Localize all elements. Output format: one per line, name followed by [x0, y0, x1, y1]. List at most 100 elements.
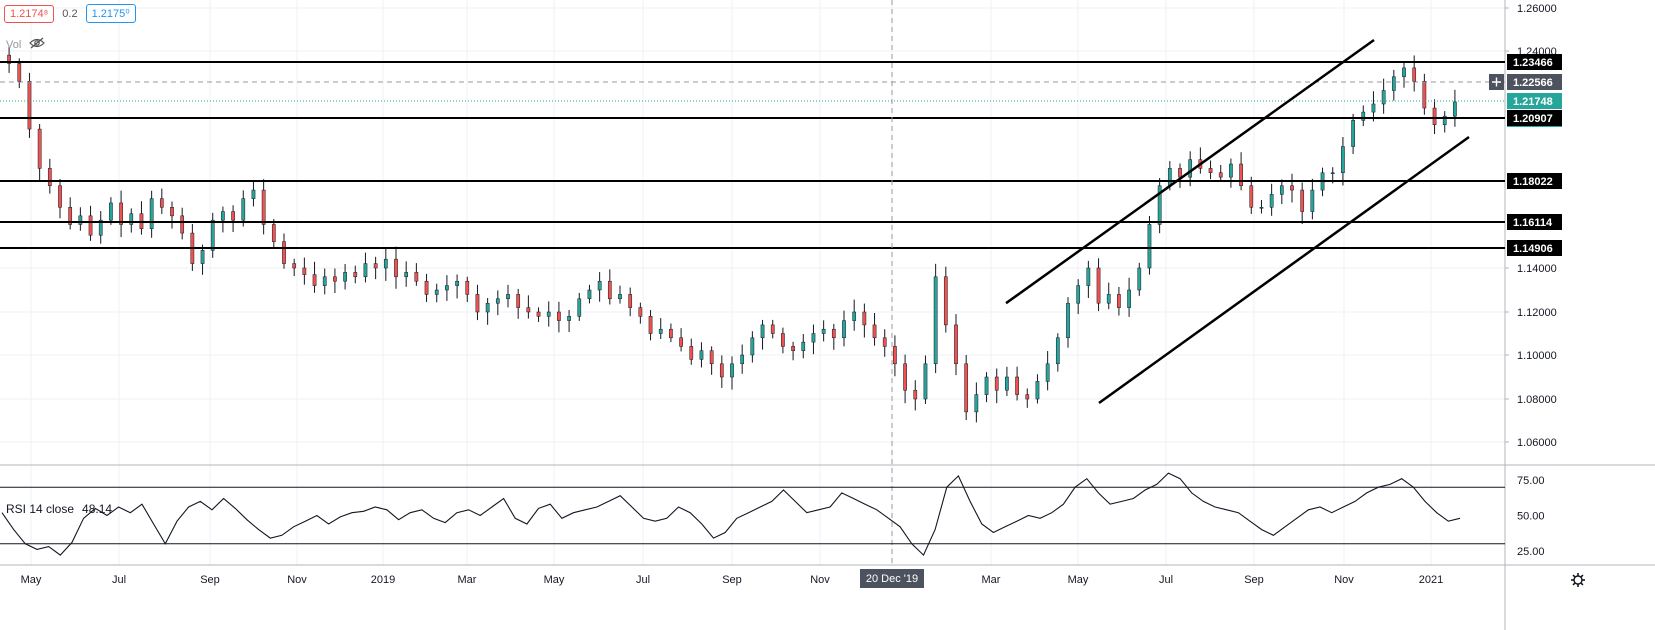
candle: [628, 287, 633, 317]
candle: [1239, 152, 1243, 191]
candle-body: [770, 324, 775, 334]
candle: [1361, 105, 1366, 127]
time-axis-label: May: [1068, 574, 1089, 586]
price-label-text: 1.20907: [1513, 113, 1553, 125]
candle-body: [1137, 267, 1142, 291]
candle-body: [282, 241, 286, 264]
candle-body: [587, 289, 592, 300]
candle-body: [923, 363, 928, 400]
candle: [587, 284, 592, 304]
candle-body: [994, 376, 999, 391]
candle-body: [1147, 224, 1152, 269]
crosshair-date-label: 20 Dec '19: [860, 569, 924, 588]
candle-body: [241, 198, 246, 221]
plus-icon[interactable]: [1489, 74, 1504, 90]
candle-body: [475, 294, 480, 313]
candle: [17, 58, 22, 89]
candle: [445, 275, 449, 301]
candle: [831, 323, 836, 350]
candle-body: [47, 168, 52, 187]
price-label-bg: [1507, 214, 1562, 230]
candle-body: [37, 128, 42, 169]
candle: [119, 190, 123, 238]
candle: [1035, 374, 1040, 404]
candle-body: [68, 207, 73, 225]
price-label-level: 1.16114: [1507, 214, 1562, 230]
candle: [1259, 199, 1264, 214]
candle: [984, 372, 989, 403]
candle-body: [292, 263, 297, 269]
candle: [567, 309, 571, 333]
eye-off-icon[interactable]: [29, 37, 46, 52]
price-label-text: 1.14906: [1513, 243, 1553, 255]
candle-body: [954, 324, 958, 365]
candle-body: [791, 346, 795, 351]
candle: [221, 206, 225, 233]
candle: [414, 263, 419, 286]
candle-body: [536, 311, 541, 317]
candle-body: [7, 54, 11, 64]
rsi-axis-label: 75.00: [1517, 475, 1545, 487]
candle-body: [170, 207, 174, 217]
candle-body: [180, 215, 185, 234]
candle: [241, 190, 246, 227]
candle-body: [404, 272, 409, 278]
candle: [7, 46, 11, 73]
gear-icon[interactable]: [1571, 573, 1585, 587]
candle: [251, 180, 256, 207]
candle: [974, 382, 979, 423]
candle-body: [1157, 185, 1162, 225]
candle-body: [1045, 363, 1050, 382]
time-axis-label: Jul: [1159, 574, 1173, 586]
candle: [149, 190, 154, 238]
candle: [424, 273, 429, 302]
bid-price-box[interactable]: 1.2174⁸: [4, 4, 55, 23]
candle-body: [1239, 163, 1243, 187]
candle-body: [821, 328, 826, 334]
candle: [1198, 147, 1203, 174]
candle-body: [1005, 376, 1009, 391]
candle: [1341, 137, 1345, 186]
candle-body: [1249, 185, 1254, 208]
time-axis-label: Jul: [112, 574, 126, 586]
time-axis-label: Sep: [200, 574, 220, 586]
candle: [669, 323, 673, 343]
candle: [1076, 279, 1081, 315]
candle: [139, 201, 144, 235]
candle-body: [679, 337, 683, 347]
candle: [231, 205, 235, 233]
candle-body: [1310, 189, 1315, 212]
candle-body: [414, 272, 419, 282]
candle: [821, 320, 826, 342]
price-label-bg: [1507, 240, 1562, 256]
candle: [740, 344, 745, 374]
quote-toolbar: 1.2174⁸ 0.2 1.2175⁰: [4, 4, 136, 23]
candle-body: [1432, 107, 1437, 125]
candle-body: [974, 394, 979, 413]
candle: [994, 368, 999, 404]
candle: [1208, 160, 1213, 180]
gear-icon-ring: [1573, 575, 1583, 585]
candle-body: [149, 198, 154, 230]
candle: [730, 356, 734, 390]
candle-body: [1035, 381, 1040, 400]
time-axis-label: 2019: [371, 574, 395, 586]
price-label-current: 1.21748: [1507, 93, 1562, 109]
candle: [1432, 99, 1437, 135]
candle: [485, 298, 490, 325]
ask-price-box[interactable]: 1.2175⁰: [85, 4, 136, 23]
candle: [1127, 277, 1131, 317]
time-axis-label: Jul: [636, 574, 650, 586]
rsi-label: RSI 14 close: [6, 502, 75, 516]
candle: [760, 319, 765, 350]
candle: [78, 207, 83, 231]
candle: [618, 285, 622, 304]
candle: [159, 188, 164, 214]
candle-body: [1076, 285, 1081, 304]
candle: [943, 266, 948, 333]
candle: [495, 290, 500, 316]
gear-icon-tooth: [1580, 582, 1584, 586]
candle-body: [200, 250, 205, 264]
candle-body: [1402, 67, 1406, 78]
